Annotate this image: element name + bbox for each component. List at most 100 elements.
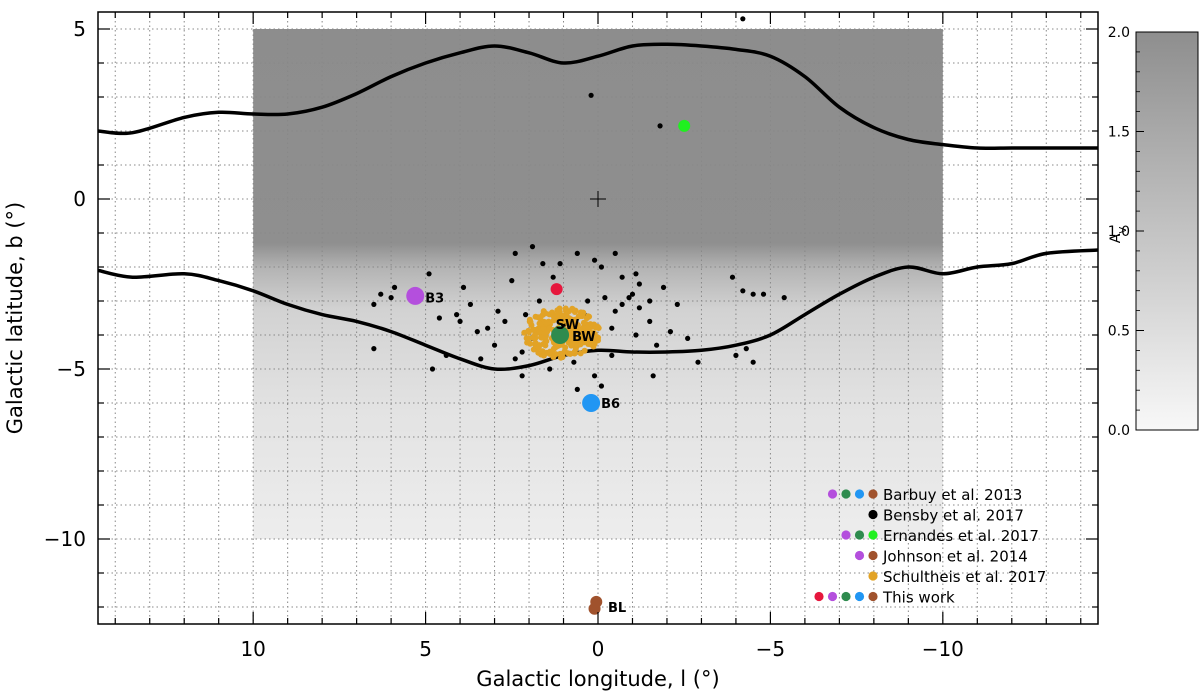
point-series-0 xyxy=(443,352,449,358)
point-series-0 xyxy=(495,308,501,314)
point-series-0 xyxy=(619,301,625,307)
point-series-0 xyxy=(612,250,618,256)
field-label-bw: BW xyxy=(572,330,596,345)
legend-marker xyxy=(868,550,878,561)
point-series-0 xyxy=(391,284,398,290)
point-schultheis-2017 xyxy=(535,344,542,351)
legend-label: Ernandes et al. 2017 xyxy=(883,527,1039,545)
point-series-0 xyxy=(550,274,556,280)
legend-label: Schultheis et al. 2017 xyxy=(883,568,1046,586)
point-schultheis-2017 xyxy=(581,347,588,354)
boundary-curve-1 xyxy=(98,42,1098,150)
colorbar-tick-label: 2.0 xyxy=(1108,25,1130,41)
point-series-0 xyxy=(733,352,739,358)
point-series-0 xyxy=(760,291,767,297)
point-series-0 xyxy=(602,295,608,301)
colorbar-tick-label: 1.5 xyxy=(1108,125,1130,141)
point-schultheis-2017 xyxy=(559,354,566,361)
legend-marker xyxy=(854,591,865,602)
point-series-0 xyxy=(650,373,656,379)
legend-label: This work xyxy=(882,589,955,607)
point-series-0 xyxy=(378,291,384,297)
point-schultheis-2017 xyxy=(552,344,559,351)
colorbar-tick-label: 1.0 xyxy=(1108,224,1130,240)
point-schultheis-2017 xyxy=(572,349,579,356)
point-schultheis-2017 xyxy=(570,329,577,336)
point-schultheis-2017 xyxy=(543,319,550,326)
point-schultheis-2017 xyxy=(542,329,549,336)
point-series-0 xyxy=(509,278,515,284)
point-series-0 xyxy=(740,288,746,294)
point-series-0 xyxy=(371,346,377,352)
point-series-0 xyxy=(740,16,746,22)
point-series-0 xyxy=(519,373,525,379)
legend-label: Barbuy et al. 2013 xyxy=(883,486,1022,504)
point-series-0 xyxy=(460,284,467,290)
point-schultheis-2017 xyxy=(528,322,535,329)
point-series-0 xyxy=(454,312,460,318)
point-series-0 xyxy=(685,335,691,341)
legend-marker xyxy=(854,489,865,499)
point-schultheis-2017 xyxy=(527,340,534,347)
data-points xyxy=(371,16,787,615)
point-schultheis-2017 xyxy=(576,312,583,319)
point-series-0 xyxy=(591,257,598,263)
legend-marker xyxy=(841,489,851,499)
colorbar: 0.0 0.5 1.0 1.5 2.0 AV xyxy=(1108,25,1199,439)
y-tick-label: −10 xyxy=(44,527,86,551)
center-marker xyxy=(590,191,606,207)
point-series-0 xyxy=(781,295,787,301)
point-schultheis-2017 xyxy=(523,335,530,342)
point-schultheis-2017 xyxy=(562,344,569,351)
point-series-0 xyxy=(629,291,636,297)
axis-ticks: 10 5 0 −5 −10 5 0 −5 −10 xyxy=(44,12,1098,661)
point-series-0 xyxy=(519,349,525,355)
field-label-bl: BL xyxy=(608,601,626,616)
point-series-0 xyxy=(436,315,442,321)
legend-marker xyxy=(841,591,851,602)
point-series-0 xyxy=(633,271,639,277)
point-schultheis-2017 xyxy=(536,320,543,327)
legend-marker xyxy=(868,530,878,540)
point-schultheis-2017 xyxy=(568,335,575,342)
x-tick-label: −5 xyxy=(756,637,785,661)
legend-marker xyxy=(854,530,865,540)
point-series-0 xyxy=(502,318,508,324)
colorbar-tick-label: 0.0 xyxy=(1108,423,1130,439)
point-series-0 xyxy=(512,356,518,362)
field-label-sw: SW xyxy=(556,318,580,333)
x-tick-label: 0 xyxy=(592,637,605,661)
point-series-0 xyxy=(457,318,463,324)
point-series-0 xyxy=(371,301,377,307)
legend: Barbuy et al. 2013 Bensby et al. 2017 Erna… xyxy=(814,486,1046,607)
point-schultheis-2017 xyxy=(530,335,537,342)
point-series-0 xyxy=(474,329,480,335)
point-schultheis-2017 xyxy=(559,312,566,319)
point-schultheis-2017 xyxy=(521,329,528,336)
point-schultheis-2017 xyxy=(583,315,590,322)
point-schultheis-2017 xyxy=(590,338,597,345)
point-schultheis-2017 xyxy=(552,351,559,358)
point-series-0 xyxy=(729,274,736,280)
point-series-0 xyxy=(485,325,491,331)
point-series-0 xyxy=(750,291,756,297)
point-series-0 xyxy=(574,386,580,392)
point-series-0 xyxy=(612,308,618,314)
legend-marker xyxy=(868,591,878,602)
point-series-0 xyxy=(647,298,653,304)
point-series-0 xyxy=(636,305,642,311)
boundary-curve-2 xyxy=(98,248,1098,372)
point-series-0 xyxy=(636,281,642,287)
point-schultheis-2017 xyxy=(567,317,574,324)
point-series-0 xyxy=(598,264,605,270)
point-series-0 xyxy=(529,244,536,250)
point-series-0 xyxy=(619,274,625,280)
point-schultheis-2017 xyxy=(537,314,544,321)
point-series-0 xyxy=(674,301,680,307)
point-schultheis-2017 xyxy=(580,319,587,326)
point-schultheis-2017 xyxy=(546,350,553,357)
legend-marker xyxy=(868,509,878,520)
legend-label: Johnson et al. 2014 xyxy=(882,548,1028,566)
